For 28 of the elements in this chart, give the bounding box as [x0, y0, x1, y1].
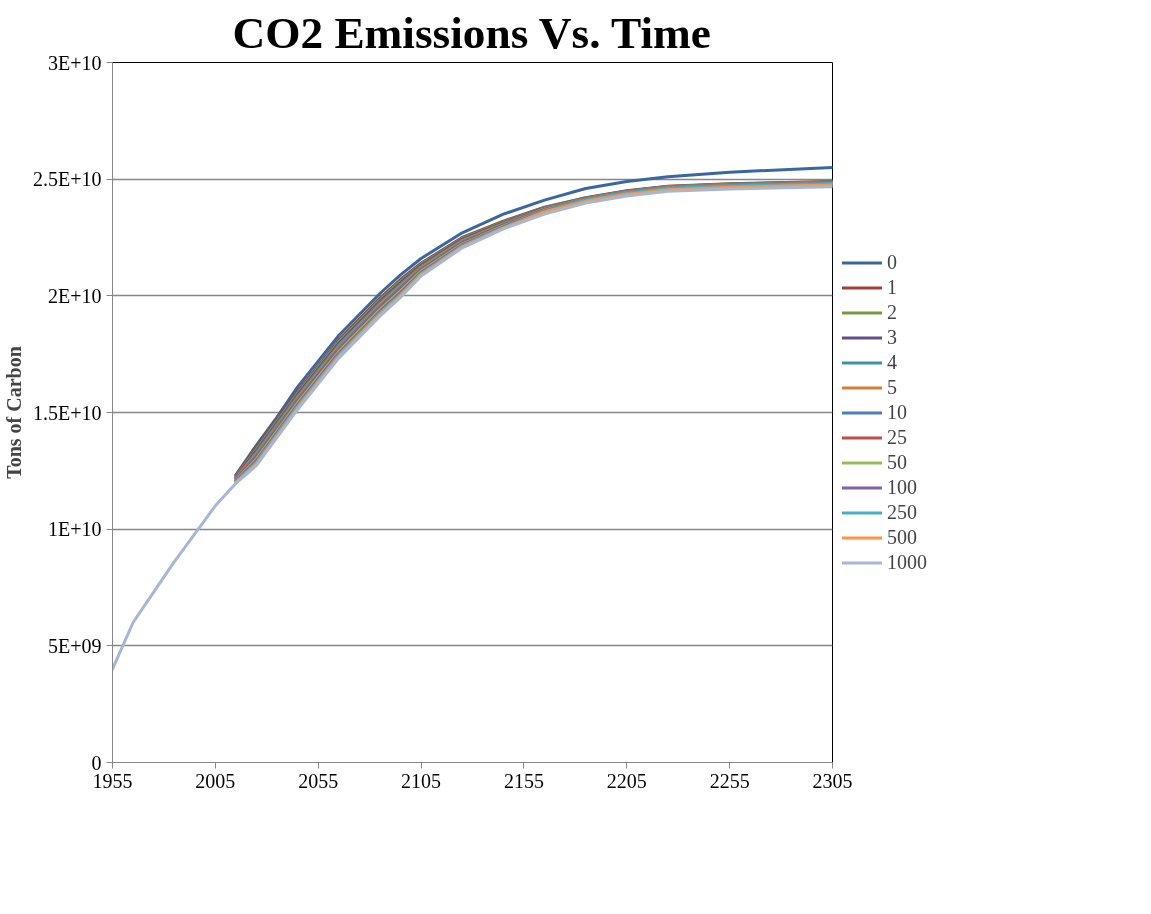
legend-label: 1000 — [887, 550, 927, 574]
legend-label: 3 — [887, 325, 898, 349]
y-tick-label: 5E+09 — [48, 634, 102, 657]
legend-label: 50 — [887, 450, 907, 474]
x-tick-label: 2155 — [503, 769, 544, 792]
x-tick-label: 2305 — [812, 769, 853, 792]
x-tick-label: 2005 — [195, 769, 236, 792]
legend-label: 10 — [887, 400, 907, 424]
legend-label: 500 — [887, 525, 917, 549]
y-axis-title: Tons of Carbon — [3, 346, 25, 479]
legend-label: 250 — [887, 500, 917, 524]
y-tick-label: 2.5E+10 — [33, 168, 102, 191]
y-tick-label: 1.5E+10 — [33, 401, 102, 424]
legend-label: 100 — [887, 475, 917, 499]
y-tick-label: 1E+10 — [48, 518, 102, 541]
x-tick-label: 2055 — [298, 769, 339, 792]
legend-label: 0 — [887, 250, 898, 274]
x-tick-label: 2255 — [709, 769, 750, 792]
x-tick-label: 2105 — [401, 769, 442, 792]
legend-label: 2 — [887, 300, 898, 324]
chart-title: CO2 Emissions Vs. Time — [232, 7, 711, 58]
x-tick-label: 2205 — [606, 769, 647, 792]
legend-label: 25 — [887, 425, 907, 449]
legend-label: 5 — [887, 375, 898, 399]
y-tick-label: 3E+10 — [48, 51, 102, 74]
y-tick-label: 2E+10 — [48, 284, 102, 307]
legend-label: 1 — [887, 275, 898, 299]
legend-label: 4 — [887, 350, 898, 374]
